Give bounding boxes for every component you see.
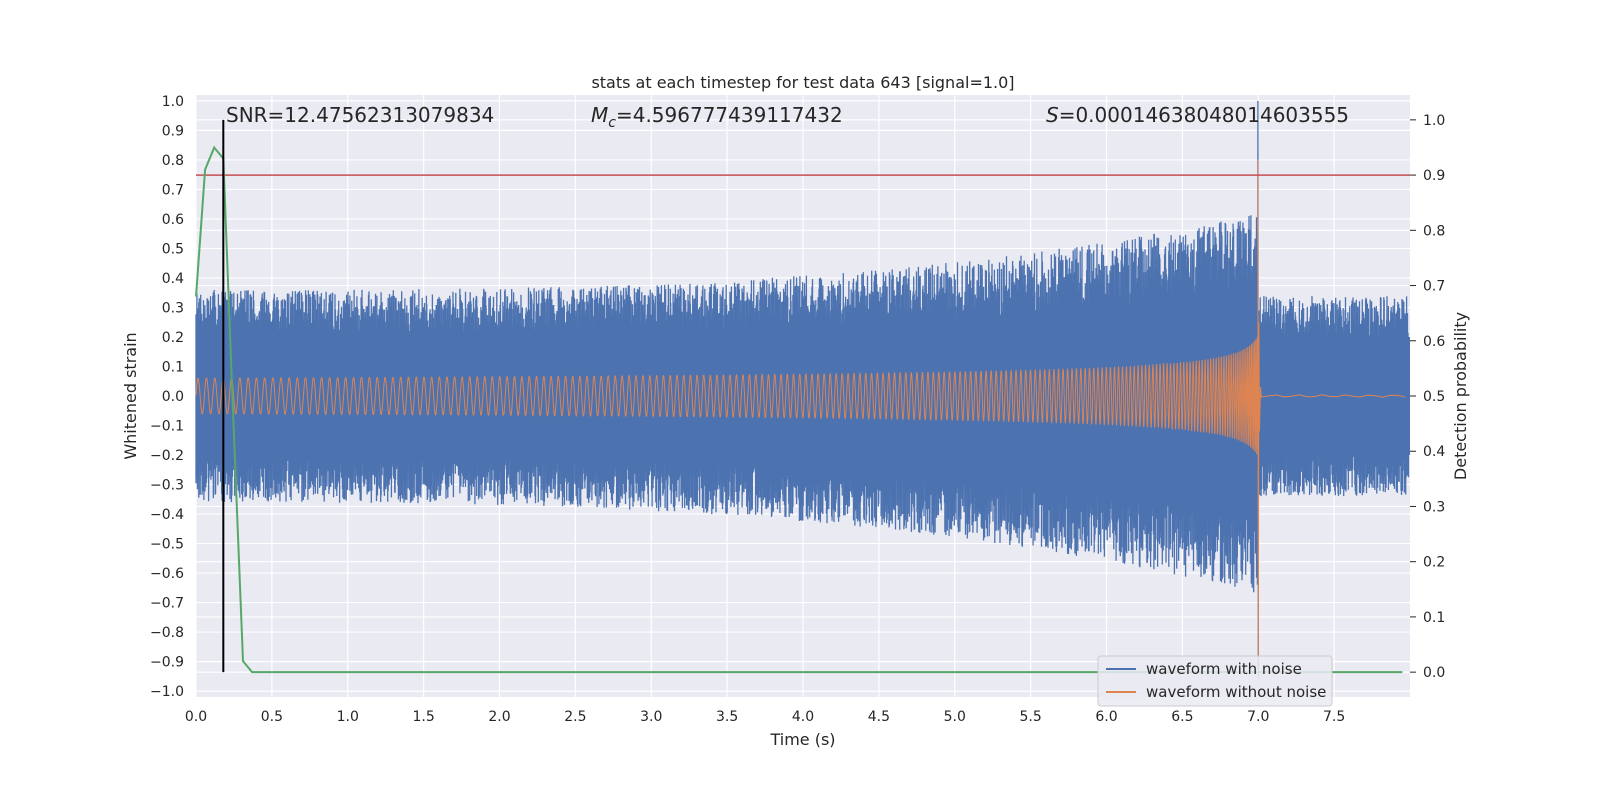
plot-content <box>195 100 1410 680</box>
y-tick-label: −0.8 <box>150 625 184 641</box>
x-tick-label: 3.5 <box>716 709 738 725</box>
chirp-mass-annotation: Mc=4.596777439117432 <box>591 103 843 131</box>
y2-tick-label: 0.8 <box>1423 223 1445 239</box>
snr-annotation: SNR=12.47562313079834 <box>226 103 494 127</box>
y2-tick-label: 0.7 <box>1423 279 1445 295</box>
legend-label-clean: waveform without noise <box>1146 683 1326 701</box>
y2-tick-label: 0.4 <box>1423 444 1445 460</box>
x-tick-label: 0.0 <box>185 709 207 725</box>
x-tick-label: 2.5 <box>564 709 586 725</box>
x-tick-label: 3.0 <box>640 709 662 725</box>
x-tick-label: 1.0 <box>337 709 359 725</box>
y-tick-label: −0.1 <box>150 419 184 435</box>
y2-tick-label: 0.3 <box>1423 499 1445 515</box>
x-tick-label: 7.5 <box>1323 709 1345 725</box>
y-tick-label: −0.2 <box>150 448 184 464</box>
y-tick-label: 0.6 <box>162 212 184 228</box>
y-tick-label: −1.0 <box>150 684 184 700</box>
y2-tick-label: 0.9 <box>1423 168 1445 184</box>
y2-tick-label: 0.5 <box>1423 389 1445 405</box>
y-axis-label: Whitened strain <box>121 332 140 459</box>
x-tick-label: 0.5 <box>261 709 283 725</box>
y-tick-label: −0.3 <box>150 478 184 494</box>
y2-tick-label: 0.1 <box>1423 610 1445 626</box>
y2-tick-label: 1.0 <box>1423 113 1445 129</box>
x-tick-label: 7.0 <box>1247 709 1269 725</box>
y2-tick-label: 0.6 <box>1423 334 1445 350</box>
y-tick-label: 0.4 <box>162 271 184 287</box>
y-tick-label: −0.5 <box>150 537 184 553</box>
chirp-mass-subscript: c <box>608 115 616 131</box>
x-tick-label: 6.0 <box>1095 709 1117 725</box>
y-tick-label: 0.5 <box>162 241 184 257</box>
y-tick-label: 1.0 <box>162 94 184 110</box>
y-tick-label: −0.7 <box>150 596 184 612</box>
y-tick-label: 0.0 <box>162 389 184 405</box>
y2-axis-label: Detection probability <box>1451 312 1470 480</box>
x-tick-label: 5.0 <box>944 709 966 725</box>
s-annotation: S=0.00014638048014603555 <box>1046 103 1349 127</box>
x-tick-label: 2.0 <box>488 709 510 725</box>
s-symbol: S <box>1046 103 1059 127</box>
y2-tick-label: 0.0 <box>1423 665 1445 681</box>
x-axis-label: Time (s) <box>769 730 835 749</box>
y-tick-label: 0.7 <box>162 182 184 198</box>
legend-box <box>1097 655 1333 707</box>
legend: waveform with noise waveform without noi… <box>1097 655 1333 707</box>
x-tick-label: 6.5 <box>1171 709 1193 725</box>
noise-core-band <box>196 331 1259 461</box>
y-tick-label: 0.8 <box>162 153 184 169</box>
y2-tick-label: 0.2 <box>1423 555 1445 571</box>
y-tick-label: −0.6 <box>150 566 184 582</box>
chirp-mass-symbol: M <box>591 103 608 127</box>
x-tick-label: 4.5 <box>868 709 890 725</box>
x-tick-label: 1.5 <box>412 709 434 725</box>
series-waveform-without-noise <box>195 159 1406 680</box>
y-tick-label: −0.4 <box>150 507 184 523</box>
noise-core-band-post-merger <box>1258 336 1410 456</box>
x-tick-label: 4.0 <box>792 709 814 725</box>
legend-label-noise: waveform with noise <box>1146 660 1302 678</box>
y-tick-label: 0.1 <box>162 359 184 375</box>
chirp-mass-value: =4.596777439117432 <box>616 103 843 127</box>
y-tick-label: 0.3 <box>162 300 184 316</box>
s-value: =0.00014638048014603555 <box>1059 103 1349 127</box>
x-tick-label: 5.5 <box>1019 709 1041 725</box>
y-tick-label: 0.2 <box>162 330 184 346</box>
series-detection-probability <box>195 145 1403 674</box>
y-tick-label: −0.9 <box>150 655 184 671</box>
y-tick-label: 0.9 <box>162 123 184 139</box>
chart-title: stats at each timestep for test data 643… <box>591 73 1014 92</box>
axis-ticks: 0.0 0.5 1.0 1.5 2.0 2.5 3.0 3.5 4.0 4.5 5.0 5.5 6.0 6… <box>150 94 1445 725</box>
